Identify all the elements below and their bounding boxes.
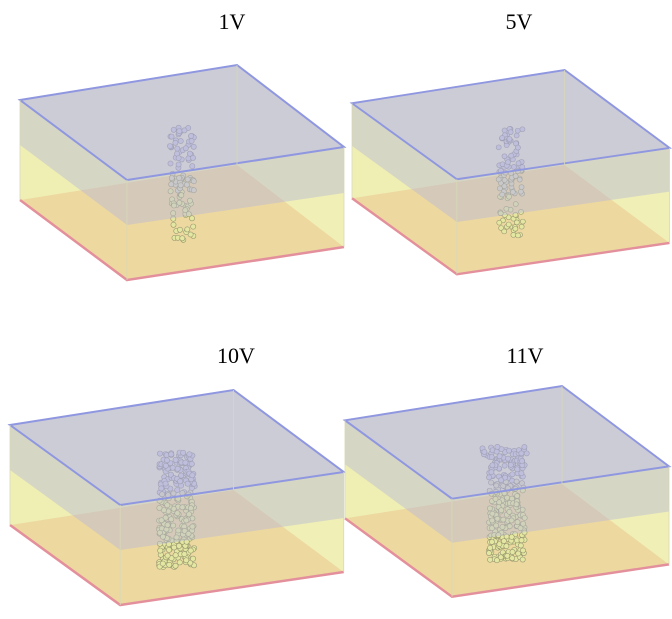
panel-label: 5V bbox=[506, 9, 533, 34]
panel-label: 1V bbox=[219, 9, 246, 34]
box-panel bbox=[10, 390, 344, 605]
box-panel bbox=[345, 386, 669, 597]
figure: 1V 5V 10V 11V bbox=[0, 0, 672, 619]
panel-label: 10V bbox=[217, 343, 255, 368]
box-panel bbox=[352, 70, 670, 274]
panel-label: 11V bbox=[506, 343, 543, 368]
box-panel bbox=[20, 65, 344, 280]
